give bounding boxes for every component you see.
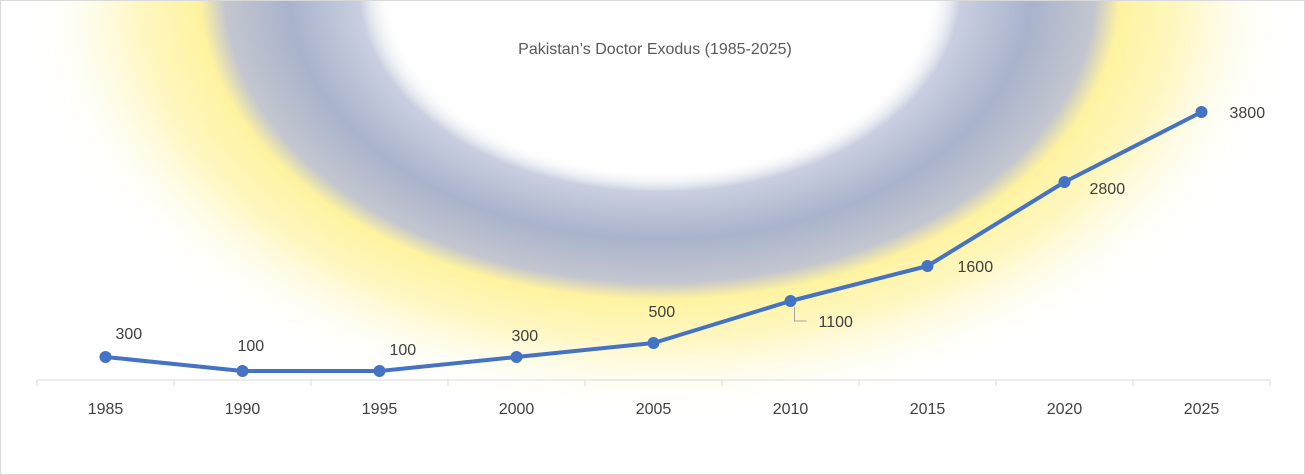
x-tick-label: 2015 (910, 401, 946, 418)
data-point (1196, 106, 1208, 118)
data-label: 1600 (958, 259, 994, 276)
chart-title: Pakistan’s Doctor Exodus (1985-2025) (518, 41, 792, 58)
data-point (374, 365, 386, 377)
x-tick-label: 2025 (1184, 401, 1220, 418)
data-label: 2800 (1090, 181, 1126, 198)
data-label: 100 (238, 338, 265, 355)
data-label: 3800 (1230, 105, 1266, 122)
data-point (237, 365, 249, 377)
x-tick-label: 2005 (636, 401, 672, 418)
data-label: 500 (649, 304, 676, 321)
data-point (648, 337, 660, 349)
data-label: 300 (116, 326, 143, 343)
data-label: 300 (512, 328, 539, 345)
data-point (100, 351, 112, 363)
data-point (511, 351, 523, 363)
data-label: 1100 (819, 314, 854, 331)
chart: Pakistan’s Doctor Exodus (1985-2025) 198… (0, 0, 1305, 475)
x-tick-label: 1985 (88, 401, 124, 418)
data-point (1059, 176, 1071, 188)
x-tick-label: 1995 (362, 401, 398, 418)
x-tick-label: 2020 (1047, 401, 1083, 418)
x-tick-label: 1990 (225, 401, 261, 418)
data-point (785, 295, 797, 307)
data-point (922, 260, 934, 272)
x-tick-label: 2000 (499, 401, 535, 418)
data-label: 100 (390, 342, 417, 359)
x-tick-label: 2010 (773, 401, 809, 418)
